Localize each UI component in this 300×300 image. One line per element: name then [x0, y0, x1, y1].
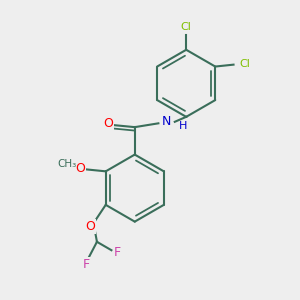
Text: F: F	[114, 246, 121, 259]
Text: N: N	[162, 115, 172, 128]
Text: Cl: Cl	[181, 22, 192, 32]
Text: O: O	[85, 220, 95, 233]
Text: O: O	[75, 162, 85, 175]
Text: Cl: Cl	[239, 59, 250, 69]
Text: O: O	[103, 117, 113, 130]
Text: F: F	[83, 258, 90, 271]
Text: CH₃: CH₃	[57, 159, 76, 169]
Text: H: H	[179, 122, 188, 131]
